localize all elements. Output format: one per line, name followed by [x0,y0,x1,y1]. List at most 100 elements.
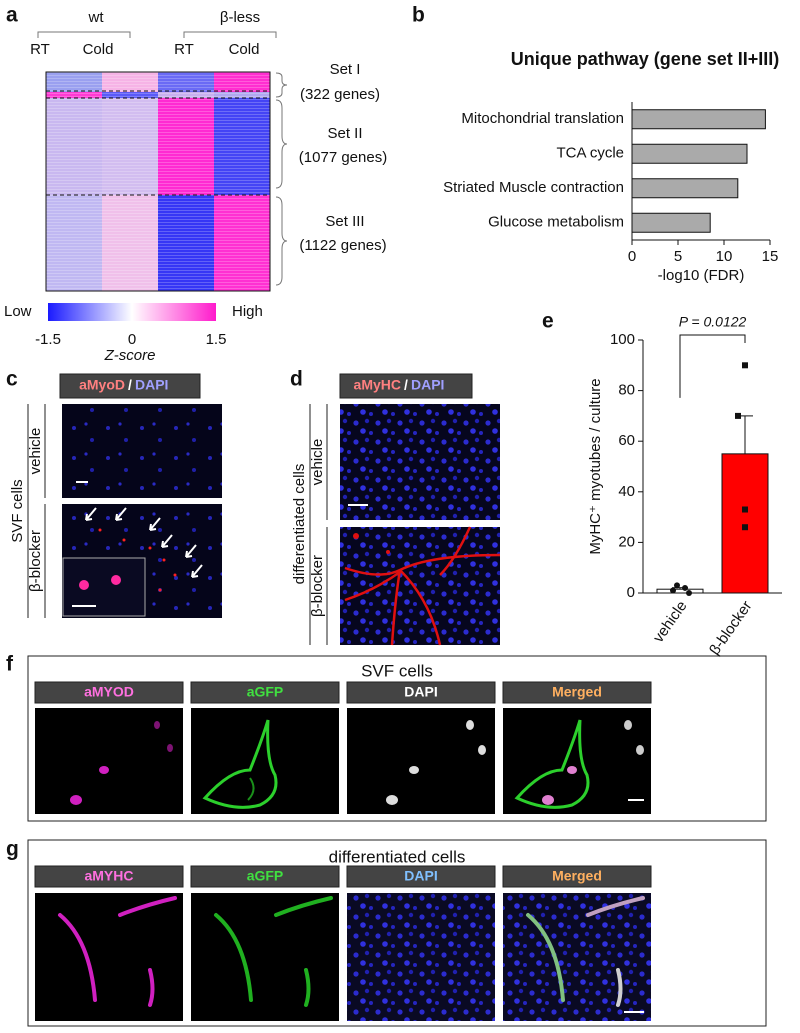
row-label: vehicle [309,439,326,486]
set-genes: (1077 genes) [299,149,387,166]
counterstain: DAPI [135,377,168,393]
channel-label: DAPI [404,868,437,884]
panel-frame [27,655,767,822]
bar [631,212,711,233]
x-tick-label: β-blocker [706,598,755,659]
row-label: β-blocker [27,530,44,592]
channel-label: Merged [552,868,602,884]
channel-header [190,865,340,888]
channel-header [190,681,340,704]
set-genes: (1122 genes) [299,237,386,254]
data-point [686,590,692,596]
colorbar-tick-label: -1.5 [35,331,61,348]
panel-label: f [6,653,14,676]
panel-label: e [542,310,554,333]
channel-headers: aMYHC aGFP DAPI Merged [34,865,652,888]
channel-header [502,865,652,888]
colorbar-ticks: -1.5 0 1.5 [35,331,226,348]
panel-title: SVF cells [361,661,433,680]
category-label: Mitochondrial translation [461,110,624,127]
category-label: Striated Muscle contraction [443,179,624,196]
y-tick-label: 20 [618,533,635,550]
bar [631,143,748,164]
panel-label: b [412,4,425,27]
significance-bracket [679,334,746,398]
group-label: wt [88,9,105,26]
channel-label: aMYOD [84,684,134,700]
x-tick-label: 10 [716,248,733,265]
group-label: β-less [220,9,260,26]
separator: / [404,377,408,393]
data-point [670,587,676,594]
set-name: Set I [330,61,361,78]
channel-label: DAPI [404,684,437,700]
set-name: Set III [325,213,364,230]
counterstain: DAPI [411,377,444,393]
data-point [674,582,680,589]
annotation: P = 0.0122 [679,314,747,330]
data-point [735,412,741,419]
row-label: vehicle [27,428,44,475]
colorbar-tick-label: 0 [128,331,136,348]
y-tick-label: 60 [618,432,635,449]
x-tick-label: vehicle [650,598,691,646]
panel-frame [27,839,767,1027]
panel-label: d [290,368,303,391]
cell-type: differentiated cells [291,464,308,585]
category-label: Glucose metabolism [488,214,624,231]
channel-header [34,865,184,888]
set-genes: (322 genes) [300,86,380,103]
y-tick-label: 100 [610,331,635,348]
stain-header [339,373,473,399]
panel-title: differentiated cells [329,847,466,866]
data-point [682,584,688,591]
channel-label: aMYHC [84,868,133,884]
channel-label: Merged [552,684,602,700]
cell-type: SVF cells [9,479,26,542]
micrograph [35,708,651,814]
y-tick-label: 40 [618,483,635,500]
bar [656,588,704,594]
colorbar-low: Low [4,303,32,320]
micrograph [309,404,501,646]
colorbar-tick-label: 1.5 [206,331,227,348]
x-axis-label: -log10 (FDR) [658,267,745,284]
x-tick-label: 0 [628,248,636,265]
micrograph [35,893,651,1021]
channel-headers: aMYOD aGFP DAPI Merged [34,681,652,704]
channel-label: aGFP [247,868,284,884]
separator: / [128,377,132,393]
condition-label: Cold [229,41,260,58]
channel-header [34,681,184,704]
bar [631,178,739,199]
bar [631,109,766,130]
panel-label: g [6,838,19,861]
y-tick-label: 0 [627,584,635,601]
channel-header [346,865,496,888]
y-axis-label: MyHC⁺ myotubes / culture [587,378,604,554]
charts: b Unique pathway (gene set II+III) Mitocho… [412,4,782,659]
stain: aMyHC [354,377,401,393]
colorbar-high: High [232,303,263,320]
stain-header [59,373,201,399]
channel-header [346,681,496,704]
channel-label: aGFP [247,684,284,700]
chart-title: Unique pathway (gene set II+III) [511,49,780,69]
panel-label: c [6,368,18,391]
stain: aMyoD [79,377,125,393]
condition-label: RT [174,41,194,58]
heatmap [37,31,288,321]
micrograph [27,404,222,618]
row-label: β-blocker [309,555,326,617]
condition-label: Cold [83,41,114,58]
bar [721,453,769,594]
y-tick-label: 80 [618,382,635,399]
x-tick-label: 5 [674,248,682,265]
panel-label: a [6,4,18,27]
set-name: Set II [327,125,362,142]
x-tick-label: 15 [762,248,779,265]
channel-header [502,681,652,704]
data-point [742,506,748,513]
data-point [742,362,748,369]
